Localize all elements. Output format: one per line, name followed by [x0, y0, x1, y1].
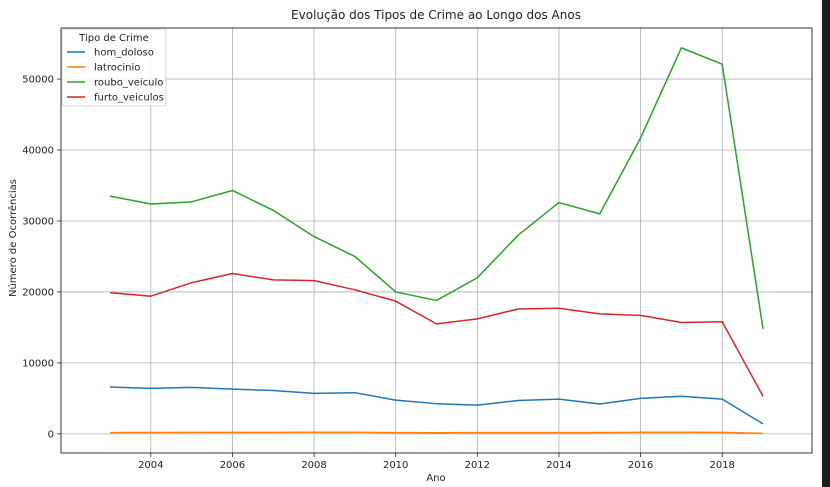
legend-label-furto_veiculos: furto_veiculos [94, 93, 164, 104]
legend-label-hom_doloso: hom_doloso [94, 48, 154, 59]
legend-label-roubo_veiculo: roubo_veiculo [94, 78, 163, 89]
series-lines [109, 47, 764, 435]
y-axis-label: Número de Ocorrências [7, 179, 19, 297]
series-line-furto_veiculos [109, 272, 764, 397]
y-tick-label: 10000 [22, 358, 54, 369]
x-axis-ticks: 2004 2006 2008 2010 2012 2014 2016 2018 [138, 453, 735, 471]
y-tick-label: 0 [48, 429, 54, 440]
legend-label-latrocinio: latrocinio [94, 63, 140, 74]
y-tick-label: 50000 [22, 75, 54, 86]
legend: Tipo de Crime hom_doloso latrocinio roubo_… [61, 28, 167, 107]
grid [61, 28, 812, 453]
series-line-latrocinio [109, 431, 764, 435]
plot-frame [60, 27, 813, 454]
y-axis-ticks: 0 10000 20000 30000 40000 50000 [22, 75, 61, 440]
x-tick-label: 2010 [383, 460, 408, 471]
x-tick-label: 2004 [138, 460, 163, 471]
x-tick-label: 2012 [465, 460, 490, 471]
y-tick-label: 30000 [22, 216, 54, 227]
y-tick-label: 40000 [22, 146, 54, 157]
chart-title: Evolução dos Tipos de Crime ao Longo dos… [291, 8, 581, 22]
x-tick-label: 2006 [220, 460, 245, 471]
legend-title: Tipo de Crime [78, 33, 149, 44]
series-line-roubo_veiculo [109, 47, 764, 329]
x-tick-label: 2018 [709, 460, 734, 471]
x-tick-label: 2016 [628, 460, 653, 471]
x-axis-label: Ano [426, 473, 445, 484]
x-tick-label: 2014 [546, 460, 571, 471]
series-line-hom_doloso [109, 386, 764, 425]
x-tick-label: 2008 [301, 460, 326, 471]
y-tick-label: 20000 [22, 287, 54, 298]
